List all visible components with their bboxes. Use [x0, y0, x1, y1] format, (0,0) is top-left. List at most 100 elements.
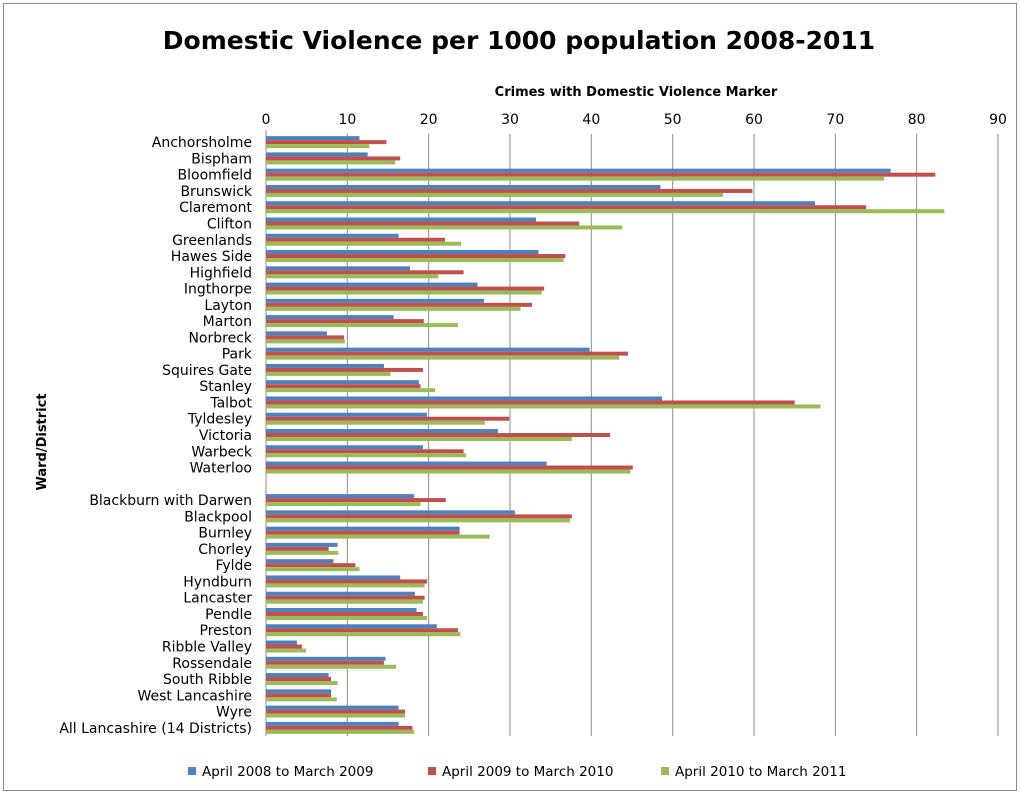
bar — [266, 595, 425, 600]
bar — [266, 559, 334, 564]
bar — [266, 282, 478, 287]
bar — [266, 176, 885, 181]
category-label: Rossendale — [172, 656, 252, 672]
bar — [266, 510, 515, 515]
bar — [266, 563, 356, 568]
category-label: Pendle — [205, 607, 252, 623]
legend-label: April 2010 to March 2011 — [675, 764, 846, 780]
category-label: Brunswick — [180, 184, 252, 200]
bar — [266, 286, 545, 291]
bar — [266, 205, 867, 210]
bar — [266, 624, 437, 629]
bar — [266, 453, 467, 458]
bar — [266, 697, 337, 702]
category-label: Lancaster — [183, 591, 252, 607]
category-label: Talbot — [209, 395, 252, 411]
category-label: Warbeck — [191, 444, 252, 460]
legend-label: April 2008 to March 2009 — [202, 764, 373, 780]
bar — [266, 705, 399, 710]
bar — [266, 258, 564, 263]
x-tick-label: 40 — [582, 112, 600, 128]
x-tick-label: 10 — [338, 112, 356, 128]
x-axis-title: Crimes with Domestic Violence Marker — [495, 85, 778, 100]
bar — [266, 502, 421, 507]
bar — [266, 449, 464, 454]
bar — [266, 339, 345, 344]
bar — [266, 546, 329, 551]
category-label: South Ribble — [163, 672, 252, 688]
bar — [266, 323, 458, 328]
bar — [266, 526, 460, 531]
bar — [266, 254, 566, 259]
bar — [266, 567, 360, 572]
legend: April 2008 to March 2009 April 2009 to Ma… — [188, 764, 846, 780]
bar — [266, 514, 572, 519]
category-label: All Lancashire (14 Districts) — [59, 721, 252, 737]
category-label: Claremont — [179, 200, 252, 216]
bar — [266, 290, 542, 295]
category-label: Hyndburn — [183, 574, 252, 590]
bar — [266, 388, 436, 393]
bar — [266, 648, 306, 653]
x-tick-label: 60 — [745, 112, 763, 128]
bar — [266, 681, 338, 686]
category-label: Waterloo — [190, 461, 252, 477]
bar — [266, 351, 628, 356]
bar — [266, 640, 297, 645]
bar — [266, 192, 724, 197]
chart-canvas: Domestic Violence per 1000 population 20… — [35, 26, 1007, 780]
bar — [266, 221, 580, 226]
bar — [266, 534, 490, 539]
bar — [266, 591, 415, 596]
bar — [266, 144, 370, 149]
category-label: Stanley — [199, 379, 252, 395]
bar — [266, 274, 439, 279]
bar — [266, 693, 332, 698]
bar — [266, 315, 394, 320]
bar — [266, 420, 485, 425]
bar — [266, 217, 537, 222]
bar — [266, 184, 661, 189]
bar — [266, 465, 633, 470]
category-label: Park — [222, 347, 253, 363]
bar — [266, 319, 424, 324]
bar — [266, 363, 384, 368]
bar — [266, 542, 338, 547]
legend-swatch — [188, 767, 196, 775]
bar — [266, 644, 302, 649]
x-tick-label: 0 — [262, 112, 271, 128]
chart-area: Domestic Violence per 1000 population 20… — [3, 3, 1017, 791]
bar — [266, 530, 460, 535]
category-label: Ribble Valley — [162, 640, 252, 656]
bar — [266, 404, 821, 409]
x-tick-label: 50 — [664, 112, 682, 128]
bar — [266, 156, 401, 161]
bar — [266, 160, 396, 165]
bar — [266, 416, 510, 421]
category-label: Bloomfield — [178, 168, 252, 184]
bar — [266, 518, 571, 523]
category-label: Clifton — [207, 216, 252, 232]
bar — [266, 721, 399, 726]
bar — [266, 209, 945, 214]
category-labels: AnchorsholmeBisphamBloomfieldBrunswickCl… — [59, 135, 253, 737]
bar — [266, 384, 421, 389]
bar — [266, 168, 891, 173]
bar — [266, 469, 631, 474]
bar — [266, 437, 572, 441]
bar — [266, 225, 623, 230]
bar — [266, 380, 419, 385]
bar — [266, 250, 539, 255]
legend-label: April 2009 to March 2010 — [442, 764, 613, 780]
x-tick-label: 80 — [908, 112, 926, 128]
bar — [266, 306, 521, 311]
category-label: Burnley — [198, 526, 252, 542]
category-label: Preston — [200, 623, 252, 639]
bar — [266, 331, 327, 336]
x-tick-label: 20 — [420, 112, 438, 128]
bar — [266, 429, 498, 433]
bar — [266, 494, 415, 499]
bar — [266, 611, 423, 616]
category-label: Bispham — [191, 151, 252, 167]
category-label: Marton — [203, 314, 252, 330]
